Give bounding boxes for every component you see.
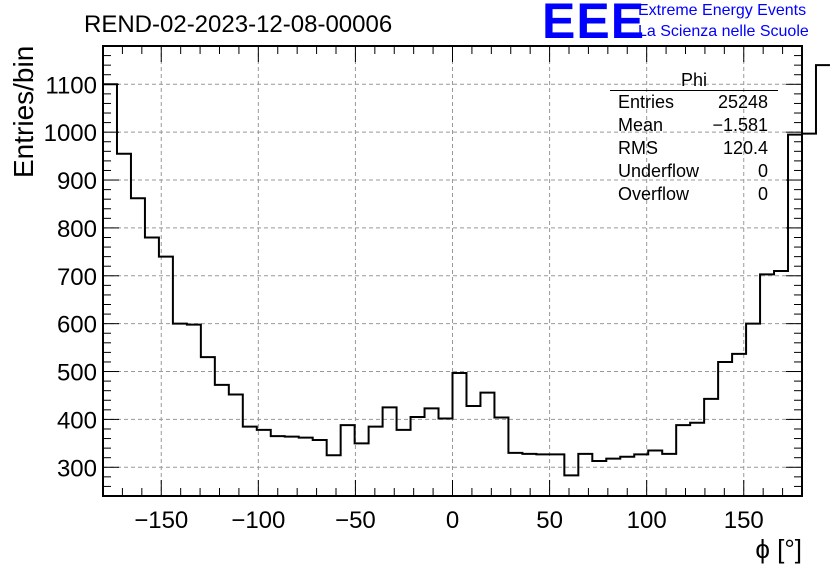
stat-value: 25248	[717, 92, 768, 112]
stat-row-underflow: Underflow 0	[610, 160, 778, 183]
stat-label: Mean	[618, 115, 664, 135]
stats-histogram-name: Phi	[610, 70, 778, 91]
stat-label: Entries	[618, 92, 675, 112]
y-tick-label: 500	[57, 360, 97, 387]
y-axis-label: Entries/bin	[8, 46, 39, 178]
y-tick-label: 400	[57, 407, 97, 434]
y-tick-label: 1000	[44, 120, 97, 147]
y-tick-label: 800	[57, 216, 97, 243]
y-tick-label: 300	[57, 455, 97, 482]
eee-logo: EEE	[542, 0, 646, 49]
y-tick-label: 700	[57, 264, 97, 291]
axis-ticks	[102, 45, 803, 497]
stat-value: 120.4	[722, 138, 768, 158]
x-tick-label: 50	[536, 507, 563, 534]
stat-value: 0	[757, 184, 768, 204]
stat-label: Overflow	[618, 184, 690, 204]
x-tick-label: −150	[134, 507, 188, 534]
stat-row-overflow: Overflow 0	[610, 183, 778, 206]
stat-label: Underflow	[618, 161, 700, 181]
y-tick-label: 900	[57, 168, 97, 195]
stat-value: 0	[757, 161, 768, 181]
x-tick-labels: −150 −100 −50 0 50 100 150	[134, 507, 764, 534]
x-tick-label: −100	[231, 507, 285, 534]
x-tick-label: 100	[627, 507, 667, 534]
chart-title: REND-02-2023-12-08-00006	[84, 11, 393, 38]
x-tick-label: 150	[724, 507, 764, 534]
stat-row-rms: RMS 120.4	[610, 137, 778, 160]
stat-label: RMS	[618, 138, 658, 158]
grid-lines	[103, 46, 802, 496]
y-tick-label: 1100	[45, 72, 97, 99]
logo-subtitle-line1: Extreme Energy Events	[638, 2, 807, 19]
stats-box: Phi Entries 25248 Mean −1.581 RMS 120.4 …	[610, 70, 778, 206]
histogram-series-line	[103, 64, 830, 477]
x-tick-label: −50	[335, 507, 376, 534]
x-tick-label: 0	[446, 507, 459, 534]
stat-row-entries: Entries 25248	[610, 91, 778, 114]
stat-row-mean: Mean −1.581	[610, 114, 778, 137]
stat-value: −1.581	[712, 115, 768, 135]
x-axis-label: ϕ [°]	[755, 534, 802, 564]
y-tick-label: 600	[57, 312, 97, 339]
logo-subtitle-line2: La Scienza nelle Scuole	[638, 23, 809, 40]
y-tick-labels: 300 400 500 600 700 800 900 1000 1100	[44, 72, 97, 482]
